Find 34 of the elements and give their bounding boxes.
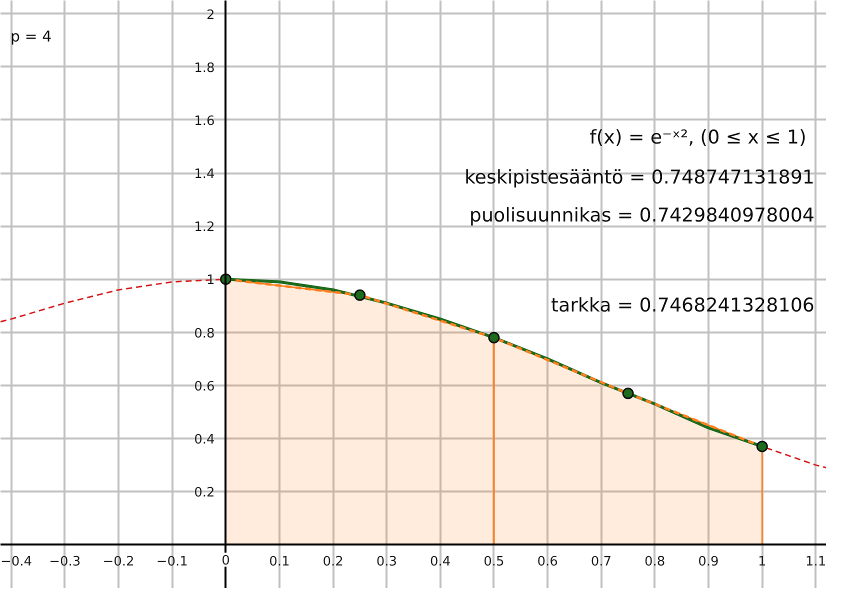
annotation: tarkka = 0.7468241328106 — [551, 294, 815, 316]
x-tick-label: 1.1 — [805, 554, 826, 570]
x-tick-label: 0 — [222, 554, 230, 569]
x-tick-label: 0.8 — [644, 554, 666, 570]
annotation: p = 4 — [10, 28, 52, 46]
annotation: keskipistesääntö = 0.748747131891 — [464, 166, 814, 188]
x-tick-label: 0.2 — [322, 554, 344, 570]
point — [354, 289, 366, 301]
x-tick-label: −0.1 — [156, 554, 188, 570]
annotation: puolisuunnikas = 0.7429840978004 — [469, 204, 815, 226]
x-tick-label: −0.2 — [102, 554, 134, 570]
x-tick-label: 0.5 — [484, 554, 504, 570]
y-tick-label: 0.4 — [194, 432, 215, 448]
x-tick-label: 0.4 — [430, 554, 451, 570]
y-tick-label: 0.2 — [194, 486, 215, 501]
y-tick-label: 0.6 — [194, 379, 215, 394]
point — [488, 332, 500, 344]
annotation: f(x) = e⁻ˣ², (0 ≤ x ≤ 1) — [590, 126, 806, 148]
y-tick-label: 1.8 — [194, 60, 215, 76]
y-tick-label: 1.2 — [194, 220, 215, 236]
x-tick-label: 0.6 — [537, 554, 558, 570]
x-tick-label: −0.4 — [0, 554, 32, 570]
x-tick-label: 0.1 — [269, 554, 290, 570]
x-tick-label: 1 — [758, 554, 766, 570]
y-tick-label: 2 — [206, 8, 215, 23]
x-tick-label: 0.3 — [376, 554, 398, 570]
y-tick-label: 1.6 — [194, 114, 215, 129]
point — [756, 440, 768, 452]
x-tick-label: −0.3 — [49, 554, 81, 570]
y-tick-label: 0.8 — [194, 326, 215, 342]
x-tick-label: 0.7 — [590, 554, 612, 570]
y-tick-label: 1.4 — [194, 167, 215, 182]
x-tick-label: 0.9 — [698, 554, 719, 570]
point — [622, 388, 634, 400]
